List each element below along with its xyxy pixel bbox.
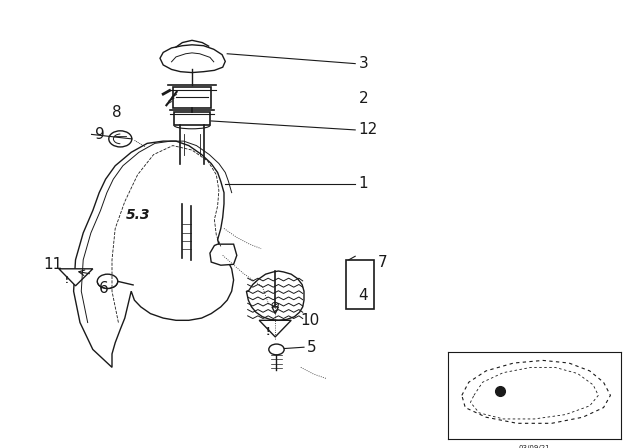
- Polygon shape: [74, 141, 234, 367]
- FancyBboxPatch shape: [174, 112, 210, 125]
- Text: 6: 6: [99, 281, 109, 297]
- Text: 2: 2: [358, 91, 368, 106]
- Text: 9: 9: [95, 127, 104, 142]
- Polygon shape: [259, 320, 291, 337]
- Text: 03/09/21: 03/09/21: [518, 444, 550, 448]
- Circle shape: [109, 131, 132, 147]
- Text: 10: 10: [301, 313, 320, 328]
- Circle shape: [97, 274, 118, 289]
- FancyBboxPatch shape: [173, 87, 211, 108]
- Text: !: !: [265, 327, 270, 337]
- Text: 4: 4: [358, 288, 368, 303]
- Text: 8: 8: [112, 105, 122, 121]
- Text: 12: 12: [358, 122, 378, 138]
- Polygon shape: [160, 45, 225, 73]
- Polygon shape: [272, 307, 278, 314]
- Text: 1: 1: [358, 176, 368, 191]
- Text: 5.3: 5.3: [125, 208, 150, 222]
- FancyBboxPatch shape: [346, 260, 374, 309]
- Text: !: !: [65, 276, 69, 285]
- Text: 7: 7: [378, 254, 387, 270]
- Polygon shape: [210, 244, 237, 265]
- Text: 3: 3: [358, 56, 368, 71]
- Text: 5: 5: [307, 340, 317, 355]
- Polygon shape: [59, 269, 93, 286]
- Polygon shape: [246, 271, 304, 320]
- Text: 11: 11: [44, 257, 63, 272]
- Circle shape: [269, 344, 284, 355]
